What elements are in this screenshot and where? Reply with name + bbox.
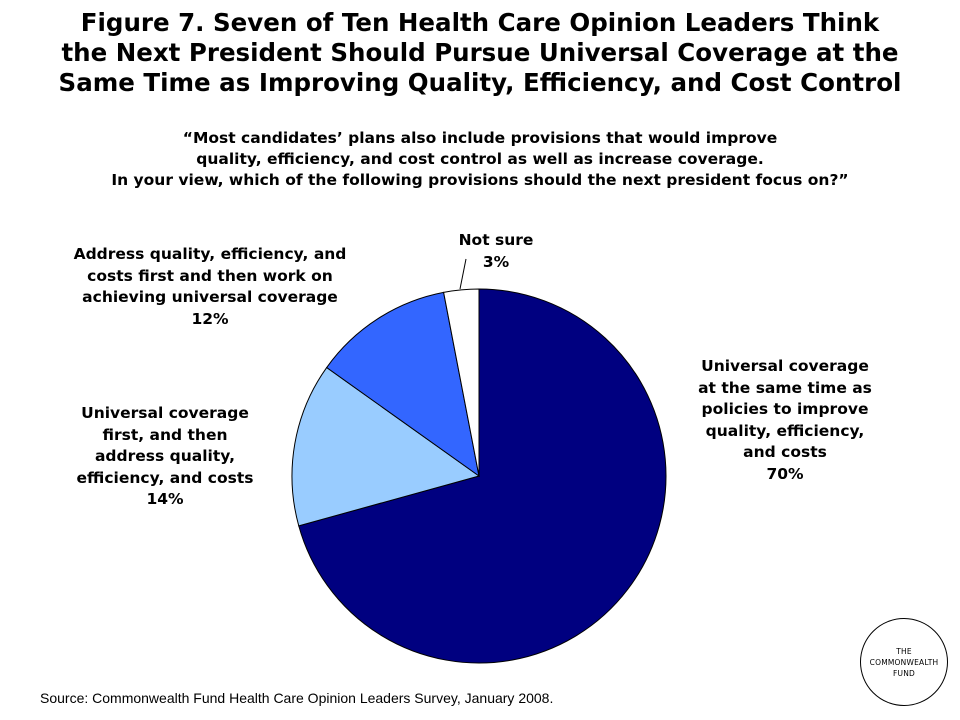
slice-label-address-quality-first: Address quality, efficiency, and costs f…: [20, 244, 400, 330]
title-line: Same Time as Improving Quality, Efficien…: [58, 68, 902, 97]
question-line: quality, efficiency, and cost control as…: [196, 150, 764, 168]
pie-slice-universal-coverage-first: [291, 366, 481, 527]
pie-slice-address-quality-first: [325, 291, 480, 478]
title-line: Figure 7. Seven of Ten Health Care Opini…: [80, 8, 880, 37]
slice-label-universal-coverage-first: Universal coverage first, and then addre…: [40, 403, 290, 511]
question-line: “Most candidates’ plans also include pro…: [182, 129, 778, 147]
slice-label-not-sure: Not sure 3%: [436, 230, 556, 273]
title-line: the Next President Should Pursue Univers…: [61, 38, 899, 67]
not-sure-leader-line: [459, 258, 467, 290]
page-title: Figure 7. Seven of Ten Health Care Opini…: [10, 8, 950, 98]
commonwealth-fund-logo: THE COMMONWEALTH FUND: [860, 618, 948, 706]
survey-question: “Most candidates’ plans also include pro…: [20, 128, 940, 191]
slice-label-universal-coverage-same-time: Universal coverage at the same time as p…: [660, 356, 910, 485]
pie-slice-not-sure: [443, 288, 480, 477]
pie-slice-universal-coverage-same-time: [298, 288, 667, 664]
slice-value-label: 3%: [482, 252, 510, 271]
source-note: Source: Commonwealth Fund Health Care Op…: [40, 690, 554, 706]
slice-value-label: 70%: [766, 464, 804, 483]
slice-value-label: 14%: [146, 490, 184, 508]
slice-value-label: 12%: [191, 309, 229, 328]
question-line: In your view, which of the following pro…: [111, 171, 849, 189]
